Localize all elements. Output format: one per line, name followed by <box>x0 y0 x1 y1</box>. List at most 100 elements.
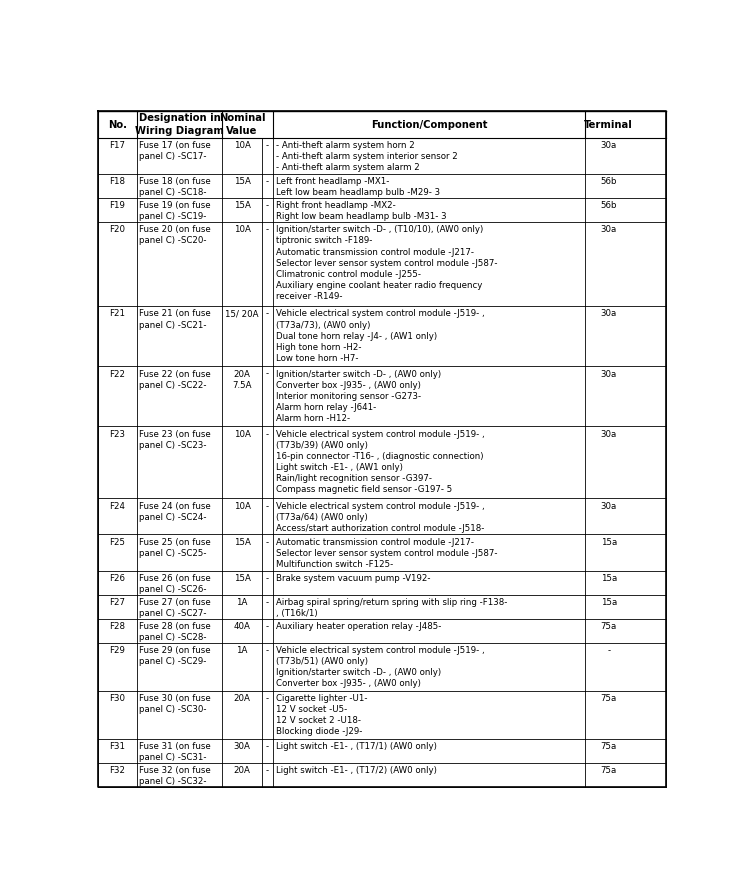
Text: 10A: 10A <box>234 502 250 511</box>
Bar <box>98 643 667 691</box>
Text: 30A: 30A <box>234 742 250 751</box>
Text: Fuse 20 (on fuse
panel C) -SC20-: Fuse 20 (on fuse panel C) -SC20- <box>139 226 211 245</box>
Bar <box>98 535 667 570</box>
Text: -: - <box>266 178 269 186</box>
Text: Vehicle electrical system control module -J519- ,
(T73a/73), (AW0 only)
Dual ton: Vehicle electrical system control module… <box>276 310 484 363</box>
Text: 30a: 30a <box>600 226 617 234</box>
Text: Fuse 32 (on fuse
panel C) -SC32-: Fuse 32 (on fuse panel C) -SC32- <box>139 766 211 787</box>
Text: 56b: 56b <box>600 178 617 186</box>
Text: F27: F27 <box>110 598 125 607</box>
Text: Automatic transmission control module -J217-
Selector lever sensor system contro: Automatic transmission control module -J… <box>276 538 497 569</box>
Text: F23: F23 <box>110 430 125 439</box>
Text: Fuse 28 (on fuse
panel C) -SC28-: Fuse 28 (on fuse panel C) -SC28- <box>139 622 211 642</box>
Bar <box>98 138 667 174</box>
Bar <box>98 198 667 222</box>
Text: -: - <box>266 574 269 583</box>
Text: 40A: 40A <box>234 622 250 631</box>
Text: Fuse 23 (on fuse
panel C) -SC23-: Fuse 23 (on fuse panel C) -SC23- <box>139 430 211 450</box>
Text: 15a: 15a <box>600 574 617 583</box>
Text: -: - <box>266 430 269 439</box>
Text: Fuse 27 (on fuse
panel C) -SC27-: Fuse 27 (on fuse panel C) -SC27- <box>139 598 211 618</box>
Text: F30: F30 <box>110 694 125 703</box>
Text: F26: F26 <box>110 574 125 583</box>
Bar <box>98 306 667 366</box>
Text: Vehicle electrical system control module -J519- ,
(T73a/64) (AW0 only)
Access/st: Vehicle electrical system control module… <box>276 502 484 533</box>
Text: F28: F28 <box>110 622 125 631</box>
Text: -: - <box>266 694 269 703</box>
Text: 56b: 56b <box>600 202 617 210</box>
Text: Fuse 26 (on fuse
panel C) -SC26-: Fuse 26 (on fuse panel C) -SC26- <box>139 574 211 594</box>
Text: Light switch -E1- , (T17/2) (AW0 only): Light switch -E1- , (T17/2) (AW0 only) <box>276 766 437 775</box>
Bar <box>98 426 667 498</box>
Text: 15A: 15A <box>234 574 250 583</box>
Text: Vehicle electrical system control module -J519- ,
(T73b/51) (AW0 only)
Ignition/: Vehicle electrical system control module… <box>276 646 484 688</box>
Text: 10A: 10A <box>234 226 250 234</box>
Text: Fuse 30 (on fuse
panel C) -SC30-: Fuse 30 (on fuse panel C) -SC30- <box>139 694 211 714</box>
Text: F31: F31 <box>110 742 125 751</box>
Bar <box>98 174 667 198</box>
Text: 30a: 30a <box>600 430 617 439</box>
Text: Fuse 25 (on fuse
panel C) -SC25-: Fuse 25 (on fuse panel C) -SC25- <box>139 538 211 558</box>
Bar <box>98 739 667 763</box>
Text: Fuse 17 (on fuse
panel C) -SC17-: Fuse 17 (on fuse panel C) -SC17- <box>139 141 211 162</box>
Text: Fuse 18 (on fuse
panel C) -SC18-: Fuse 18 (on fuse panel C) -SC18- <box>139 178 211 197</box>
Text: -: - <box>266 369 269 378</box>
Text: Nominal
Value: Nominal Value <box>219 114 265 136</box>
Text: Right front headlamp -MX2-
Right low beam headlamp bulb -M31- 3: Right front headlamp -MX2- Right low bea… <box>276 202 446 221</box>
Text: - Anti-theft alarm system horn 2
- Anti-theft alarm system interior sensor 2
- A: - Anti-theft alarm system horn 2 - Anti-… <box>276 141 457 172</box>
Text: F17: F17 <box>110 141 125 150</box>
Bar <box>98 595 667 619</box>
Text: -: - <box>266 310 269 319</box>
Text: 30a: 30a <box>600 369 617 378</box>
Text: -: - <box>607 646 610 655</box>
Text: -: - <box>266 141 269 150</box>
Text: 15a: 15a <box>600 538 617 547</box>
Text: -: - <box>266 538 269 547</box>
Text: 15A: 15A <box>234 202 250 210</box>
Text: 30a: 30a <box>600 310 617 319</box>
Bar <box>98 111 667 138</box>
Bar <box>98 498 667 535</box>
Text: Fuse 29 (on fuse
panel C) -SC29-: Fuse 29 (on fuse panel C) -SC29- <box>139 646 211 666</box>
Text: Function/Component: Function/Component <box>371 120 487 130</box>
Text: -: - <box>266 598 269 607</box>
Bar <box>98 691 667 739</box>
Text: Ignition/starter switch -D- , (AW0 only)
Converter box -J935- , (AW0 only)
Inter: Ignition/starter switch -D- , (AW0 only)… <box>276 369 441 423</box>
Bar <box>98 619 667 643</box>
Text: 30a: 30a <box>600 502 617 511</box>
Text: Brake system vacuum pump -V192-: Brake system vacuum pump -V192- <box>276 574 430 583</box>
Text: No.: No. <box>108 120 127 130</box>
Text: -: - <box>266 202 269 210</box>
Text: Light switch -E1- , (T17/1) (AW0 only): Light switch -E1- , (T17/1) (AW0 only) <box>276 742 437 751</box>
Bar <box>98 366 667 426</box>
Text: 15A: 15A <box>234 538 250 547</box>
Text: 10A: 10A <box>234 430 250 439</box>
Text: 15A: 15A <box>234 178 250 186</box>
Text: 1A: 1A <box>236 598 248 607</box>
Text: 75a: 75a <box>600 622 617 631</box>
Text: F24: F24 <box>110 502 125 511</box>
Text: F21: F21 <box>110 310 125 319</box>
Text: Designation in
Wiring Diagram: Designation in Wiring Diagram <box>136 114 224 136</box>
Text: F20: F20 <box>110 226 125 234</box>
Text: F22: F22 <box>110 369 125 378</box>
Text: Fuse 19 (on fuse
panel C) -SC19-: Fuse 19 (on fuse panel C) -SC19- <box>139 202 211 221</box>
Text: F25: F25 <box>110 538 125 547</box>
Text: -: - <box>266 766 269 775</box>
Text: Ignition/starter switch -D- , (T10/10), (AW0 only)
tiptronic switch -F189-
Autom: Ignition/starter switch -D- , (T10/10), … <box>276 226 497 301</box>
Text: Airbag spiral spring/return spring with slip ring -F138-
, (T16k/1): Airbag spiral spring/return spring with … <box>276 598 507 618</box>
Text: Fuse 31 (on fuse
panel C) -SC31-: Fuse 31 (on fuse panel C) -SC31- <box>139 742 211 762</box>
Text: F18: F18 <box>110 178 125 186</box>
Text: Terminal: Terminal <box>584 120 633 130</box>
Text: 15a: 15a <box>600 598 617 607</box>
Text: 20A
7.5A: 20A 7.5A <box>232 369 252 390</box>
Text: 75a: 75a <box>600 694 617 703</box>
Text: -: - <box>266 502 269 511</box>
Bar <box>98 222 667 306</box>
Text: 10A: 10A <box>234 141 250 150</box>
Text: 75a: 75a <box>600 742 617 751</box>
Text: -: - <box>266 742 269 751</box>
Text: 75a: 75a <box>600 766 617 775</box>
Text: 15/ 20A: 15/ 20A <box>225 310 259 319</box>
Text: F32: F32 <box>110 766 125 775</box>
